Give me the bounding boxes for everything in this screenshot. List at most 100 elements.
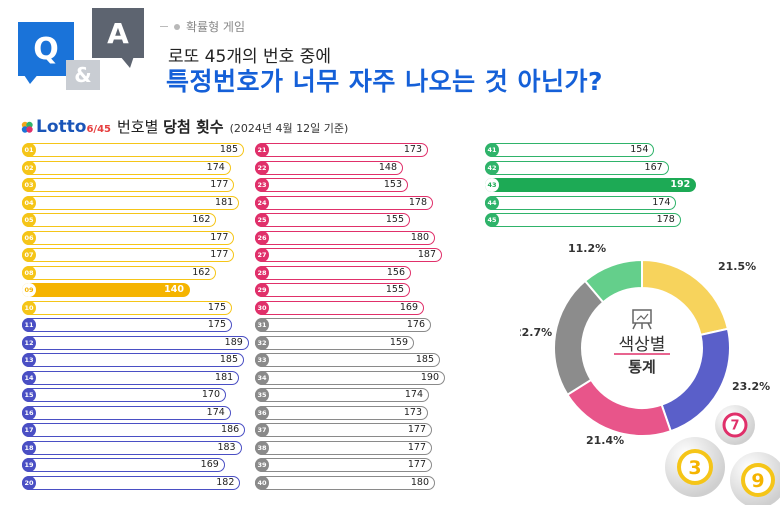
bar-value-12: 189 (224, 336, 243, 348)
lotto-balls-decoration: 7 3 9 (665, 405, 780, 505)
chart-title: 번호별 당첨 횟수 (117, 116, 224, 137)
bar-value-06: 177 (210, 231, 229, 243)
bar-value-15: 170 (201, 389, 220, 400)
bar-value-25: 155 (385, 214, 404, 225)
ball-number-40: 40 (255, 475, 269, 490)
bar-value-04: 181 (215, 196, 234, 208)
bar-value-45: 178 (656, 214, 675, 225)
pie-slice-green (583, 258, 643, 304)
chart-title-prefix: 번호별 (116, 118, 159, 136)
bar-value-09: 140 (164, 284, 184, 295)
ball-number-44: 44 (485, 195, 499, 210)
bar-value-22: 148 (378, 161, 397, 173)
bar-value-34: 190 (420, 371, 439, 383)
tag-line (160, 26, 168, 27)
bar-value-39: 177 (407, 459, 426, 470)
ball-number-04: 04 (22, 195, 36, 210)
ball-number-35: 35 (255, 388, 269, 402)
ball-number-22: 22 (255, 160, 269, 175)
bar-value-03: 177 (210, 179, 229, 190)
bar-value-27: 187 (417, 249, 436, 260)
ball-number-16: 16 (22, 405, 36, 420)
ball-number-38: 38 (255, 440, 269, 455)
bar-value-29: 155 (385, 284, 404, 295)
ball-number-29: 29 (255, 283, 269, 297)
tag-label: 확률형 게임 (186, 20, 246, 34)
bar-value-21: 173 (403, 144, 422, 155)
bar-value-31: 176 (406, 319, 425, 330)
ball-9: 9 (730, 452, 780, 505)
pie-label-red: 21.4% (586, 434, 624, 447)
lotto-logo: Lotto6/45 (20, 117, 111, 137)
bar-value-19: 169 (200, 459, 219, 470)
category-tag: 확률형 게임 (160, 18, 245, 35)
ball-number-17: 17 (22, 423, 36, 437)
ball-number-06: 06 (22, 230, 36, 245)
page-headline: 특정번호가 너무 자주 나오는 것 아닌가? (166, 67, 604, 96)
ball-number-25: 25 (255, 213, 269, 227)
bar-value-13: 185 (219, 354, 238, 365)
bar-value-01: 185 (219, 144, 238, 155)
ball-number-23: 23 (255, 178, 269, 192)
pie-center-sub: 통계 (628, 358, 656, 376)
bar-value-32: 159 (389, 336, 408, 348)
ball-number-08: 08 (22, 265, 36, 280)
ball-number-01: 01 (22, 143, 36, 157)
ball-number-18: 18 (22, 440, 36, 455)
pie-label-green: 11.2% (568, 242, 606, 255)
q-letter: Q (18, 22, 74, 76)
logo-text: Lotto (36, 117, 87, 137)
bar-value-17: 186 (221, 424, 240, 435)
pie-label-blue: 23.2% (732, 380, 770, 393)
ball-number-39: 39 (255, 458, 269, 472)
ball-number-30: 30 (255, 300, 269, 315)
ball-number-11: 11 (22, 318, 36, 332)
ball-number-02: 02 (22, 160, 36, 175)
logo-sub: 6/45 (86, 124, 111, 135)
ball-number-14: 14 (22, 370, 36, 385)
a-letter: A (92, 8, 144, 58)
a-bubble-tail (120, 56, 134, 68)
chart-title-bold: 당첨 횟수 (163, 118, 224, 136)
ball-number-13: 13 (22, 353, 36, 367)
ball-3: 3 (665, 437, 725, 497)
ball-7-label: 7 (730, 419, 739, 434)
ball-number-27: 27 (255, 248, 269, 262)
ball-number-09: 09 (22, 283, 36, 297)
bar-value-26: 180 (410, 231, 429, 243)
bar-value-37: 177 (407, 424, 426, 435)
bar-value-41: 154 (630, 144, 649, 155)
chart-date: (2024년 4월 12일 기준) (229, 122, 349, 135)
ball-number-03: 03 (22, 178, 36, 192)
pie-label-gray: 22.7% (520, 326, 552, 339)
pie-center (583, 289, 701, 407)
bar-value-08: 162 (192, 266, 211, 278)
bar-09 (22, 283, 190, 297)
ball-number-07: 07 (22, 248, 36, 262)
ball-number-19: 19 (22, 458, 36, 472)
ball-number-34: 34 (255, 370, 269, 385)
ball-number-37: 37 (255, 423, 269, 437)
bar-value-14: 181 (215, 371, 234, 383)
bar-value-42: 167 (644, 161, 663, 173)
bar-value-16: 174 (206, 406, 225, 418)
ball-number-42: 42 (485, 160, 499, 175)
clover-icon (21, 121, 33, 133)
bar-value-44: 174 (652, 196, 671, 208)
ball-number-05: 05 (22, 213, 36, 227)
ball-number-31: 31 (255, 318, 269, 332)
bar-value-11: 175 (207, 319, 226, 330)
bar-value-35: 174 (404, 389, 423, 400)
ball-9-label: 9 (751, 470, 764, 492)
ball-number-45: 45 (485, 213, 499, 227)
bar-value-30: 169 (399, 301, 418, 313)
ampersand: & (66, 60, 100, 90)
presentation-board-icon (632, 309, 652, 330)
ball-number-24: 24 (255, 195, 269, 210)
q-bubble-tail (22, 72, 40, 84)
bar-value-28: 156 (386, 266, 405, 278)
bar-value-33: 185 (415, 354, 434, 365)
bar-value-10: 175 (207, 301, 226, 313)
bar-43 (485, 178, 697, 192)
